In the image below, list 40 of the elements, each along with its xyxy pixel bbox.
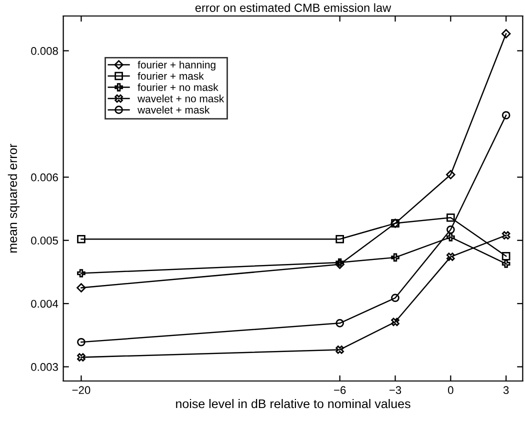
y-tick-label: 0.008 <box>31 47 58 55</box>
point <box>502 231 510 240</box>
x-tick-label: 0 <box>448 386 454 394</box>
y-tick-label: 0.006 <box>31 173 58 182</box>
point <box>336 234 344 244</box>
point <box>446 213 455 222</box>
point <box>502 252 510 260</box>
point <box>336 346 344 354</box>
y-tick-label: 0.003 <box>31 363 58 371</box>
y-tick-label: 0.005 <box>31 236 58 245</box>
y-axis-title: mean squared error <box>8 144 20 253</box>
x-tick-label: −20 <box>72 386 90 394</box>
point <box>502 260 510 268</box>
x-tick-label: 3 <box>503 386 509 394</box>
point <box>77 338 86 346</box>
point <box>502 111 510 120</box>
chart-title: error on estimated CMB emission law <box>195 3 392 12</box>
point <box>446 252 455 261</box>
point <box>77 269 86 278</box>
legend-label: wavelet + no mask <box>138 94 224 102</box>
legend-label: fourier + hanning <box>138 60 216 71</box>
point <box>446 170 456 180</box>
point <box>336 258 344 267</box>
y-tick-label: 0.004 <box>31 300 58 308</box>
point <box>391 253 400 262</box>
legend-label: fourier + no mask <box>138 83 218 92</box>
x-axis-title: noise level in dB relative to nominal values <box>176 398 410 408</box>
legend-label: wavelet + mask <box>138 106 210 114</box>
point <box>76 283 86 292</box>
point <box>391 294 400 302</box>
point <box>501 29 511 38</box>
legend-label: fourier + mask <box>138 72 204 80</box>
x-tick-label: −3 <box>389 386 402 394</box>
point <box>446 225 455 234</box>
point <box>336 319 344 328</box>
point <box>391 318 400 326</box>
point <box>77 234 86 244</box>
point <box>446 233 455 242</box>
point <box>77 353 86 362</box>
x-tick-label: −6 <box>334 386 346 394</box>
